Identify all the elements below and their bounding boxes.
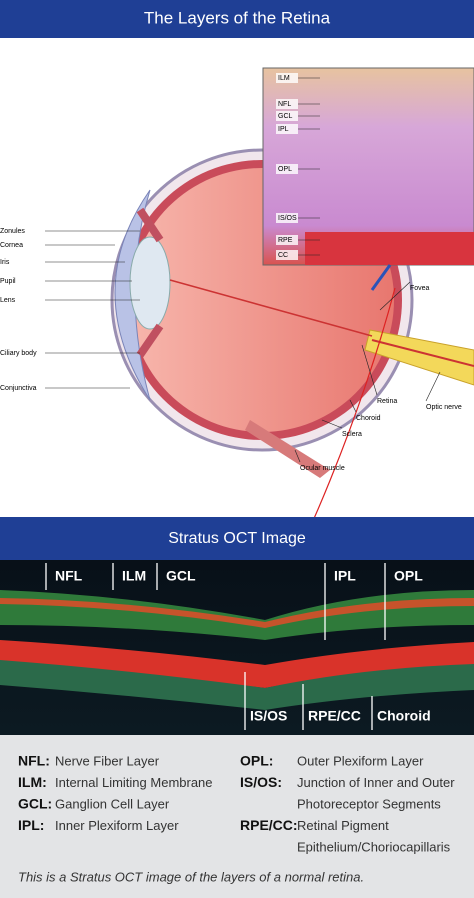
legend-panel (0, 735, 474, 898)
legend-text: Retinal Pigment (297, 818, 389, 833)
header-title: The Layers of the Retina (144, 8, 331, 27)
eye-illustration (110, 67, 474, 617)
inset-label-bg (276, 235, 298, 245)
legend-text: Epithelium/Choriocapillaris (297, 839, 451, 854)
header-bar (0, 0, 474, 38)
inset-label: CC (278, 252, 288, 259)
vessel (371, 339, 474, 367)
legend-text: Junction of Inner and Outer (297, 775, 455, 790)
inset-label-bg (276, 99, 298, 109)
caption: This is a Stratus OCT image of the layer… (18, 869, 364, 884)
legend-text: Nerve Fiber Layer (55, 753, 160, 768)
leader-line (349, 399, 357, 413)
oct-label: NFL (55, 568, 83, 584)
eye-label: Optic nerve (426, 404, 462, 411)
visual-axis (169, 279, 373, 337)
oct-label: IS/OS (250, 708, 287, 724)
legend-text: Internal Limiting Membrane (55, 775, 213, 790)
optic-nerve (364, 329, 474, 386)
inset-label: RPE (278, 237, 293, 244)
oct-image (0, 560, 474, 735)
legend-abbr: GCL: (18, 796, 52, 812)
leader-line (361, 344, 378, 396)
inset-cc (305, 232, 474, 265)
legend-text: Inner Plexiform Layer (55, 818, 179, 833)
ciliary-body (136, 207, 164, 358)
oct-choroid-band (0, 660, 474, 710)
legend-abbr: IS/OS: (240, 774, 282, 790)
inset-label: IPL (278, 126, 289, 133)
inset-label-bg (276, 213, 298, 223)
oct-label: GCL (166, 568, 196, 584)
inset-label: GCL (278, 113, 293, 120)
eye-label: Cornea (0, 242, 23, 249)
inset-label: ILM (278, 75, 290, 82)
leader-line (425, 371, 441, 402)
inset-label: NFL (278, 101, 291, 108)
eye-label: Pupil (0, 278, 16, 285)
leader-line (379, 281, 411, 311)
legend-abbr: NFL: (18, 753, 50, 769)
eye-label: Sclera (342, 431, 362, 438)
legend-text: Outer Plexiform Layer (297, 753, 424, 768)
oct-rpe-band (0, 640, 474, 688)
inset-label-bg (276, 250, 298, 260)
eye-label: Zonules (0, 228, 25, 235)
oct-label: OPL (394, 568, 423, 584)
inset-label-bg (276, 73, 298, 83)
oct-nfl-band (0, 590, 474, 640)
inset-label: OPL (278, 166, 292, 173)
eye-label: Retina (377, 398, 397, 405)
oct-nfl-red (0, 598, 474, 628)
inset-label-bg (276, 111, 298, 121)
eye-label: Lens (0, 297, 16, 304)
oct-label: Choroid (377, 708, 431, 724)
inset-label: IS/OS (278, 215, 297, 222)
legend-abbr: RPE/CC: (240, 817, 298, 833)
oct-label: IPL (334, 568, 356, 584)
eye-label: Ciliary body (0, 350, 37, 357)
legend-abbr: IPL: (18, 817, 44, 833)
legend-abbr: OPL: (240, 753, 273, 769)
ocular-muscle (245, 420, 330, 478)
oct-label: ILM (122, 568, 146, 584)
inset-label-bg (276, 164, 298, 174)
eye-label: Conjunctiva (0, 385, 37, 392)
lens (129, 236, 171, 330)
leader-line (321, 419, 343, 429)
eye-label: Fovea (410, 285, 430, 292)
legend-text: Photoreceptor Segments (297, 796, 441, 811)
eye-label: Iris (0, 259, 10, 266)
oct-title-bar (0, 517, 474, 560)
legend-abbr: ILM: (18, 774, 47, 790)
leader-line (294, 449, 301, 463)
inset-label-bg (276, 124, 298, 134)
oct-label: RPE/CC (308, 708, 361, 724)
eye-label: Choroid (356, 415, 381, 422)
eye-label: Ocular muscle (300, 465, 345, 472)
oct-title: Stratus OCT Image (168, 530, 306, 547)
inset-arrow (370, 264, 392, 291)
legend-text: Ganglion Cell Layer (55, 796, 170, 811)
